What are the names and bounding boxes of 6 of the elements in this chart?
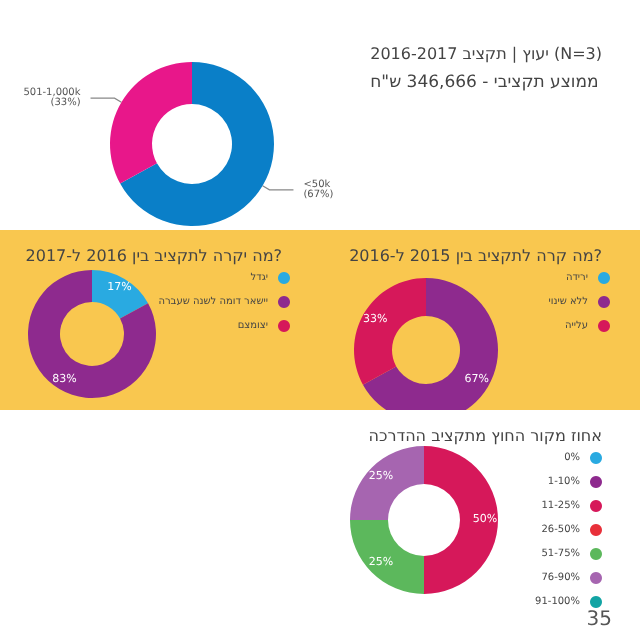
text: ממוצע תקציבי - 346,666 ש"ח: [370, 73, 599, 93]
text: 35: [586, 609, 613, 631]
chart-title: מה קרה לתקציב בין 2015 ל-2016?: [349, 247, 603, 265]
chart-title: אחוז מקור החוץ מתקציב ההדרכה: [368, 427, 603, 445]
chart-title: מה יקרה לתקציב בין 2016 ל-2017?: [25, 247, 283, 265]
text: יעוץ | תקציב 2016-2017 (N=3): [370, 45, 603, 63]
